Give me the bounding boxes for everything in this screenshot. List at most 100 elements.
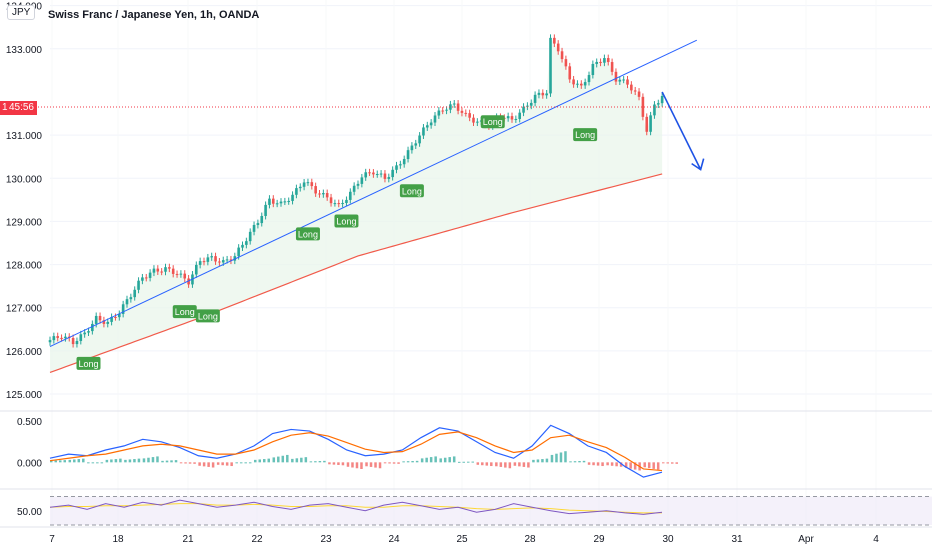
candle-body bbox=[533, 94, 537, 103]
candle-body bbox=[564, 59, 568, 67]
candle-body bbox=[468, 113, 471, 118]
macd-histogram-bar bbox=[267, 458, 270, 463]
candle-body bbox=[429, 122, 433, 126]
macd-histogram-bar bbox=[198, 462, 201, 466]
macd-histogram-bar bbox=[291, 458, 294, 463]
candle-body bbox=[549, 37, 552, 94]
long-label-bg bbox=[334, 214, 359, 228]
candle-body bbox=[633, 90, 637, 92]
macd-histogram-bar bbox=[225, 462, 229, 466]
candle-body bbox=[275, 203, 279, 205]
macd-histogram-bar bbox=[110, 459, 113, 463]
long-label-bg bbox=[399, 184, 424, 198]
candle-body bbox=[118, 313, 121, 318]
macd-histogram-bar bbox=[518, 462, 521, 467]
candle-body bbox=[102, 320, 106, 324]
candle-body bbox=[164, 267, 167, 272]
candle-body bbox=[272, 198, 275, 204]
macd-histogram-bar bbox=[360, 462, 363, 469]
candle-body bbox=[110, 316, 113, 322]
candle-body bbox=[206, 257, 210, 262]
macd-histogram-bar bbox=[286, 454, 289, 463]
macd-histogram-bar bbox=[485, 462, 489, 466]
macd-histogram-bar bbox=[332, 462, 336, 465]
x-tick-label: 7 bbox=[49, 534, 55, 545]
long-label: Long bbox=[336, 216, 356, 226]
candle-body bbox=[225, 259, 229, 261]
macd-histogram-bar bbox=[490, 462, 493, 467]
rsi-layer bbox=[49, 496, 932, 526]
macd-histogram-bar bbox=[467, 461, 470, 463]
candle-body bbox=[341, 202, 344, 204]
ma-fill-layer bbox=[50, 37, 663, 373]
macd-histogram-bar bbox=[504, 462, 507, 468]
macd-tick-label: 0.500 bbox=[17, 417, 42, 428]
macd-histogram-bar bbox=[378, 462, 382, 469]
macd-histogram-bar bbox=[374, 462, 377, 468]
candle-body bbox=[52, 336, 56, 341]
candle-body bbox=[325, 193, 329, 198]
candle-body bbox=[148, 272, 152, 278]
symbol-badge[interactable]: JPY bbox=[7, 5, 36, 20]
candle-body bbox=[637, 91, 641, 97]
macd-histogram-bar bbox=[174, 460, 178, 463]
macd-histogram-bar bbox=[652, 462, 655, 469]
macd-histogram-bar bbox=[193, 462, 196, 464]
macd-histogram-bar bbox=[151, 457, 155, 463]
macd-histogram-bar bbox=[439, 458, 442, 463]
candle-body bbox=[626, 79, 629, 85]
candle-body bbox=[372, 172, 375, 175]
trendline bbox=[49, 39, 698, 348]
candle-body bbox=[125, 299, 129, 305]
candle-body bbox=[568, 66, 572, 80]
macd-histogram-bar bbox=[536, 459, 540, 463]
candle-body bbox=[660, 95, 664, 104]
macd-histogram-bar bbox=[481, 462, 484, 466]
candle-body bbox=[171, 268, 175, 274]
candle-body bbox=[641, 96, 645, 117]
macd-histogram-bar bbox=[207, 462, 210, 467]
candle-body bbox=[306, 182, 310, 184]
macd-histogram-bar bbox=[573, 461, 577, 463]
candle-body bbox=[522, 106, 525, 113]
candle-body bbox=[368, 172, 371, 174]
candle-body bbox=[460, 110, 464, 113]
macd-histogram-bar bbox=[675, 462, 678, 464]
macd-histogram-bar bbox=[601, 462, 604, 467]
rsi-line bbox=[49, 499, 663, 515]
x-tick-label: 4 bbox=[873, 534, 879, 545]
candle-body bbox=[322, 193, 325, 195]
candle-body bbox=[221, 260, 225, 263]
candle-body bbox=[560, 51, 564, 60]
candle-body bbox=[657, 103, 660, 105]
macd-histogram-bar bbox=[425, 457, 428, 463]
macd-histogram-bar bbox=[54, 460, 57, 463]
candle-body bbox=[310, 182, 314, 187]
area-fill bbox=[50, 37, 663, 373]
candle-body bbox=[210, 256, 213, 258]
candle-body bbox=[649, 115, 652, 132]
candle-body bbox=[264, 204, 267, 216]
macd-histogram-bar bbox=[610, 462, 614, 466]
macd-histogram-bar bbox=[633, 462, 637, 470]
candle-body bbox=[445, 109, 448, 111]
macd-histogram-bar bbox=[619, 462, 623, 467]
long-label: Long bbox=[198, 311, 218, 321]
x-tick-label: 22 bbox=[251, 534, 263, 545]
candle-body bbox=[595, 61, 598, 64]
macd-histogram-bar bbox=[392, 462, 396, 464]
macd-histogram-bar bbox=[666, 462, 669, 464]
candle-body bbox=[580, 83, 583, 86]
candle-body bbox=[387, 177, 391, 179]
y-tick-label: 129.000 bbox=[6, 217, 43, 228]
macd-histogram-bar bbox=[476, 462, 480, 465]
candle-body bbox=[56, 336, 59, 338]
candle-body bbox=[356, 183, 360, 186]
macd-histogram-bar bbox=[559, 452, 563, 463]
candle-body bbox=[537, 92, 541, 95]
macd-histogram-bar bbox=[624, 462, 628, 468]
candle-body bbox=[260, 215, 264, 224]
candle-body bbox=[591, 63, 595, 76]
candle-body bbox=[141, 277, 144, 281]
